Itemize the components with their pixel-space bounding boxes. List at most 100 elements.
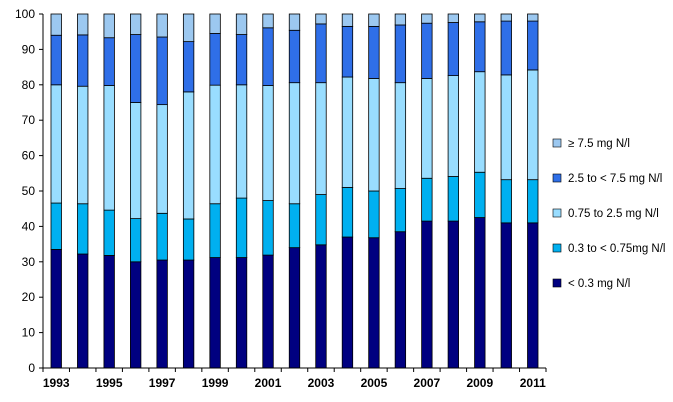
bar-segment-1997-s3 [156,36,168,106]
bar-segment-1998-s2 [182,91,195,220]
bar-segment-2000-s3 [235,34,248,86]
x-tick-label-2003: 2003 [308,376,335,390]
bar-segment-2000-s1 [235,197,248,258]
bar-segment-1995-s3 [103,37,115,86]
legend-label: 2.5 to < 7.5 mg N/l [568,173,662,185]
bar-segment-2002-s4 [288,13,301,31]
bar-segment-1998-s4 [182,13,195,43]
bar-segment-1995-s4 [103,13,115,39]
legend-swatch [552,278,562,288]
y-tick-label: 100 [15,7,35,21]
bar-segment-2010-s1 [500,179,512,224]
bar-segment-1993-s0 [50,249,62,369]
bar-segment-1996-s2 [130,102,142,220]
bar-segment-2003-s4 [315,13,327,25]
x-tick-label-1993: 1993 [43,376,70,390]
bar-segment-1993-s2 [50,84,62,204]
bar-segment-2008-s3 [447,22,459,76]
bar-segment-2011-s0 [527,222,539,369]
x-tick-label-2011: 2011 [520,376,546,390]
bar-segment-1997-s0 [156,259,168,369]
y-tick-label: 90 [22,42,36,56]
bar-segment-2001-s0 [262,254,274,369]
bar-segment-1994-s0 [77,253,89,369]
bar-segment-2005-s1 [368,190,380,239]
bar-segment-1993-s3 [50,34,62,86]
bar-segment-2005-s4 [368,13,380,27]
bar-segment-1993-s4 [50,13,62,36]
bar-segment-2010-s0 [500,222,512,369]
bar-segment-1999-s0 [209,257,221,369]
bar-segment-1999-s2 [209,84,221,205]
legend-label: ≥ 7.5 mg N/l [568,138,630,150]
bar-segment-1994-s4 [77,13,89,36]
bar-segment-2008-s0 [447,220,459,369]
bar-segment-2008-s4 [447,13,459,23]
legend-swatch [552,208,562,218]
bar-segment-2006-s3 [394,24,407,84]
y-tick-label: 60 [22,149,36,163]
bar-segment-1996-s4 [130,13,142,35]
x-tick-label-2009: 2009 [466,376,493,390]
y-tick-label: 80 [22,78,36,92]
y-tick-label: 10 [22,326,36,340]
y-tick-label: 70 [22,113,36,127]
axes-layer: 0 10 20 30 40 50 60 70 80 90 100 1993 1995 1997 1999 20… [15,7,547,390]
bar-segment-1994-s3 [77,34,89,87]
bar-segment-2005-s2 [368,78,380,192]
bar-segment-2000-s4 [235,13,248,35]
legend-label: 0.3 to < 0.75mg N/l [568,243,666,255]
legend-swatch [552,138,562,148]
bar-segment-2001-s4 [262,13,274,29]
x-tick-label-2007: 2007 [414,376,441,390]
bar-segment-2009-s3 [474,21,486,73]
bar-segment-1998-s3 [182,41,195,93]
legend-label: 0.75 to 2.5 mg N/l [568,208,659,220]
bar-segment-1995-s2 [103,85,115,211]
bar-segment-1999-s3 [209,33,221,86]
bar-segment-2004-s1 [341,187,354,238]
bar-segment-1996-s0 [130,261,142,369]
bar-segment-2002-s1 [288,203,301,249]
bar-segment-2010-s2 [500,74,512,181]
bar-segment-2007-s3 [421,22,433,79]
bar-segment-1996-s3 [130,34,142,103]
bar-segment-2004-s2 [341,76,354,188]
bars-layer [50,13,539,369]
bar-segment-2001-s1 [262,200,274,256]
x-tick-label-1999: 1999 [202,376,229,390]
bar-segment-2002-s2 [288,82,301,205]
bar-segment-2003-s3 [315,23,327,84]
legend-label: < 0.3 mg N/l [568,278,630,290]
bar-segment-2011-s1 [527,179,539,224]
bar-segment-2002-s0 [288,247,301,369]
bar-segment-1998-s0 [182,259,195,369]
bar-segment-2004-s3 [341,25,354,78]
bar-segment-1993-s1 [50,202,62,250]
bar-segment-2011-s3 [527,20,539,71]
bar-segment-1994-s1 [77,203,89,255]
bar-segment-2009-s2 [474,71,486,173]
bar-segment-2007-s0 [421,220,433,369]
legend-swatch [552,173,562,183]
y-tick-label: 30 [22,255,36,269]
bar-segment-1997-s2 [156,104,168,214]
bar-segment-2010-s3 [500,20,512,76]
bar-segment-2001-s2 [262,85,274,201]
bar-segment-1997-s4 [156,13,168,38]
bar-segment-2002-s3 [288,29,301,84]
bar-segment-1995-s1 [103,209,115,256]
bar-segment-1997-s1 [156,212,168,261]
bar-segment-2007-s1 [421,177,433,222]
bar-segment-2003-s0 [315,244,327,369]
bar-segment-1995-s0 [103,255,115,369]
bar-segment-2009-s4 [474,13,486,23]
bar-segment-2007-s2 [421,78,433,179]
bar-segment-2006-s2 [394,82,407,189]
legend: ≥ 7.5 mg N/l 2.5 to < 7.5 mg N/l 0.75 to 2… [552,138,666,290]
bar-segment-2011-s2 [527,69,539,181]
bar-segment-1999-s4 [209,13,221,34]
y-tick-label: 0 [28,361,35,375]
bar-segment-2006-s0 [394,231,407,369]
